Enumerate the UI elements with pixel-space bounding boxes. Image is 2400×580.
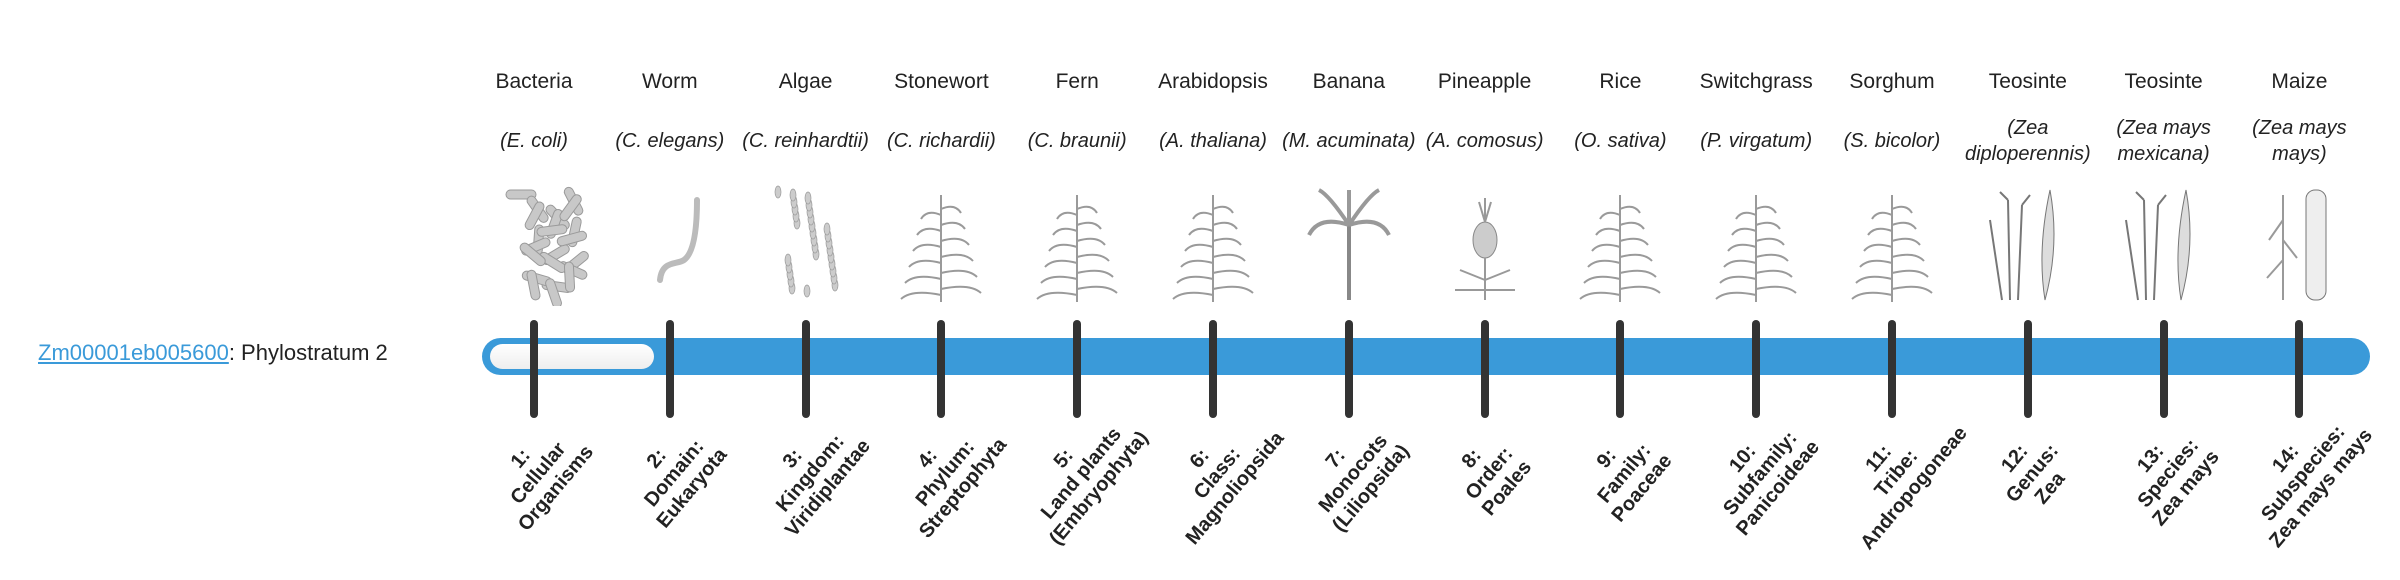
- organism-latin-name: (Zea mays mays): [2252, 117, 2347, 165]
- stratum-label: 2: Domain: Eukaryota: [597, 390, 753, 557]
- organism-common-name: Teosinte: [1988, 70, 2067, 93]
- organism-common-name: Banana: [1312, 70, 1385, 93]
- stratum-tick[interactable]: [1752, 320, 1761, 418]
- stratum-tick[interactable]: [1480, 320, 1489, 418]
- sorghum-icon: [1851, 195, 1933, 302]
- stratum-label: 14: Subspecies: Zea mays mays: [2226, 390, 2382, 557]
- worm-icon: [656, 197, 700, 283]
- organism-latin-name: (Zea mays mexicana): [2116, 117, 2211, 165]
- organism-common-name: Teosinte: [2124, 70, 2203, 93]
- organism-common-name: Arabidopsis: [1158, 70, 1268, 93]
- organism-column: Stonewort (C. richardii): [873, 62, 1009, 306]
- stratum-tick[interactable]: [1073, 320, 1082, 418]
- organism-common-name: Switchgrass: [1699, 70, 1813, 93]
- organism-column: Banana (M. acuminata): [1281, 62, 1417, 306]
- organism-common-name: Pineapple: [1437, 70, 1532, 93]
- organism-column: Fern (C. braunii): [1009, 62, 1145, 306]
- banana-icon: [1307, 188, 1391, 300]
- stratum-label: 12: Genus: Zea: [1955, 390, 2111, 557]
- stratum-tick[interactable]: [1616, 320, 1625, 418]
- stratum-label: 9: Family: Poaceae: [1547, 390, 1703, 557]
- organism-common-name: Rice: [1599, 70, 1642, 93]
- organism-column: Bacteria (E. coli): [466, 62, 602, 306]
- stratum-tick[interactable]: [2023, 320, 2032, 418]
- organism-latin-name: (C. richardii): [886, 130, 996, 152]
- phylostratum-fill: [490, 344, 654, 369]
- stratum-tick[interactable]: [1888, 320, 1896, 418]
- arabidopsis-icon: [1172, 195, 1254, 302]
- organism-column: Worm (C. elegans): [602, 62, 738, 306]
- organism-latin-name: (A. comosus): [1425, 130, 1544, 152]
- organism-common-name: Fern: [1055, 70, 1099, 93]
- organism-latin-name: (P. virgatum): [1700, 130, 1813, 152]
- organism-column: Arabidopsis (A. thaliana): [1145, 62, 1281, 306]
- stratum-tick[interactable]: [1344, 320, 1353, 418]
- organism-column: Rice (O. sativa): [1552, 62, 1688, 306]
- stratum-label: 8: Order: Poales: [1412, 390, 1568, 557]
- gene-label: Zm00001eb005600: Phylostratum 2: [38, 340, 388, 366]
- organism-common-name: Sorghum: [1849, 70, 1935, 93]
- organism-latin-name: (E. coli): [500, 130, 568, 152]
- switchgrass-icon: [1715, 195, 1797, 302]
- stratum-label: 11: Tribe: Andropogoneae: [1819, 390, 1975, 557]
- stratum-tick[interactable]: [937, 320, 946, 418]
- organism-common-name: Algae: [778, 70, 833, 93]
- organism-latin-name: (C. braunii): [1027, 130, 1127, 152]
- phylostratum-bar: [482, 338, 2370, 375]
- stratum-tick[interactable]: [801, 320, 810, 418]
- teosinte-icon: [2124, 189, 2191, 301]
- organism-latin-name: (A. thaliana): [1159, 130, 1267, 152]
- organism-column: Switchgrass (P. virgatum): [1688, 62, 1824, 306]
- stratum-tick[interactable]: [2159, 320, 2168, 418]
- fern-icon: [1036, 195, 1118, 302]
- teosinte-icon: [1988, 189, 2055, 301]
- stratum-label: 7: Monocots (Liliopsida): [1276, 390, 1432, 557]
- stratum-label: 3: Kingdom: Viridiplantae: [733, 390, 889, 557]
- stratum-tick[interactable]: [1209, 320, 1217, 418]
- stratum-label: 4: Phylum: Streptophyta: [868, 390, 1024, 557]
- stratum-tick[interactable]: [665, 320, 674, 418]
- stratum-label: 10: Subfamily: Panicoideae: [1683, 390, 1839, 557]
- stratum-label: 5: Land plants (Embryophyta): [1004, 390, 1160, 557]
- stratum-tick[interactable]: [530, 320, 538, 418]
- organism-column: Pineapple (A. comosus): [1417, 62, 1553, 306]
- organism-latin-name: (M. acuminata): [1282, 130, 1416, 152]
- algae-icon: [774, 185, 838, 298]
- organism-latin-name: (C. elegans): [615, 130, 725, 152]
- phylostratum-text: : Phylostratum 2: [228, 340, 388, 365]
- organism-latin-name: (Zea diploperennis): [1964, 117, 2091, 165]
- stratum-label: 1: Cellular Organisms: [461, 390, 617, 557]
- stratum-tick[interactable]: [2295, 320, 2304, 418]
- organism-column: Maize (Zea mays mays): [2231, 62, 2367, 306]
- stratum-label: 13: Species: Zea mays: [2091, 390, 2247, 557]
- organism-common-name: Maize: [2271, 70, 2328, 93]
- organism-common-name: Worm: [641, 70, 698, 93]
- stratum-label: 6: Class: Magnoliopsida: [1140, 390, 1296, 557]
- bacteria-icon: [505, 186, 589, 306]
- organism-column: Teosinte (Zea diploperennis): [1960, 62, 2096, 306]
- organism-latin-name: (O. sativa): [1574, 130, 1667, 152]
- organism-latin-name: (S. bicolor): [1843, 130, 1941, 152]
- organism-column: Teosinte (Zea mays mexicana): [2096, 62, 2232, 306]
- maize-icon: [2266, 189, 2327, 301]
- rice-icon: [1579, 195, 1662, 302]
- stonewort-icon: [900, 195, 983, 302]
- organism-latin-name: (C. reinhardtii): [742, 130, 869, 152]
- organism-common-name: Stonewort: [894, 70, 989, 93]
- pineapple-icon: [1454, 198, 1515, 300]
- organism-column: Algae (C. reinhardtii): [738, 62, 874, 306]
- organism-common-name: Bacteria: [495, 70, 573, 93]
- organism-column: Sorghum (S. bicolor): [1824, 62, 1960, 306]
- gene-id-link[interactable]: Zm00001eb005600: [38, 340, 229, 365]
